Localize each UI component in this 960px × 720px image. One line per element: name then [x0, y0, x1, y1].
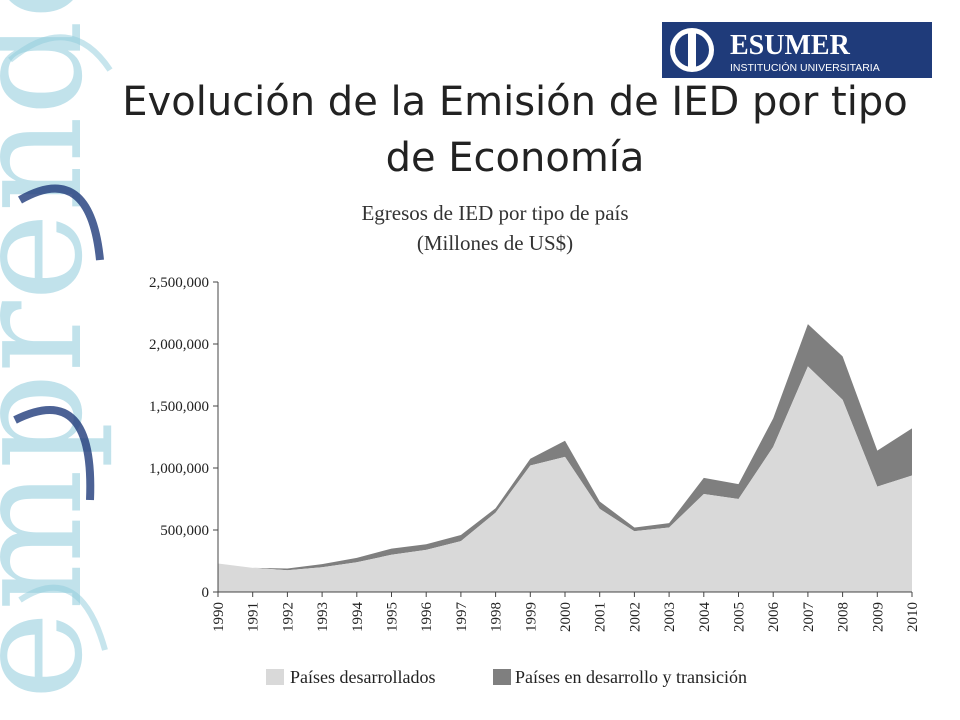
slide-title: Evolución de la Emisión de IED por tipo … — [122, 79, 908, 181]
x-tick-label: 1999 — [523, 602, 539, 632]
x-tick-label: 1990 — [211, 602, 227, 632]
y-tick-label: 500,000 — [160, 523, 209, 539]
logo-name: ESUMER — [730, 30, 851, 61]
decorative-watermark: emprende — [0, 0, 116, 700]
y-tick-label: 2,000,000 — [149, 337, 209, 353]
x-tick-label: 2003 — [662, 602, 678, 632]
area-series-developed — [218, 366, 912, 592]
x-tick-label: 1994 — [350, 602, 366, 633]
x-tick-label: 2000 — [558, 602, 574, 632]
esumer-logo: ESUMER INSTITUCIÓN UNIVERSITARIA — [662, 22, 932, 78]
chart-subtitle: (Millones de US$) — [417, 231, 573, 255]
x-tick-label: 2008 — [836, 602, 852, 632]
x-tick-label: 1995 — [385, 602, 401, 632]
watermark-text: emprende — [0, 0, 116, 700]
y-tick-label: 0 — [202, 585, 210, 601]
y-tick-label: 1,500,000 — [149, 399, 209, 415]
x-tick-label: 1991 — [246, 602, 262, 632]
x-tick-label: 2002 — [627, 602, 643, 632]
x-tick-label: 1996 — [419, 602, 435, 633]
stacked-area-chart: Egresos de IED por tipo de país (Millones… — [149, 201, 921, 687]
x-tick-label: 2007 — [801, 602, 817, 633]
x-tick-label: 2001 — [593, 602, 609, 632]
x-tick-label: 1997 — [454, 602, 470, 633]
logo-tagline: INSTITUCIÓN UNIVERSITARIA — [730, 61, 880, 74]
chart-title: Egresos de IED por tipo de país — [361, 201, 628, 225]
y-tick-label: 2,500,000 — [149, 275, 209, 291]
legend-swatch-developing — [493, 669, 511, 685]
x-tick-label: 2009 — [870, 602, 886, 632]
area-series-developing — [218, 324, 912, 571]
x-tick-label: 1993 — [315, 602, 331, 632]
x-tick-label: 1992 — [280, 602, 296, 632]
x-tick-label: 2005 — [732, 602, 748, 632]
legend-label-developed: Países desarrollados — [290, 667, 435, 687]
legend-swatch-developed — [266, 669, 284, 685]
x-tick-label: 1998 — [489, 602, 505, 632]
x-tick-label: 2010 — [905, 602, 921, 632]
y-tick-label: 1,000,000 — [149, 461, 209, 477]
x-tick-label: 2004 — [697, 602, 713, 633]
x-tick-label: 2006 — [766, 602, 782, 633]
legend-label-developing: Países en desarrollo y transición — [515, 667, 747, 687]
